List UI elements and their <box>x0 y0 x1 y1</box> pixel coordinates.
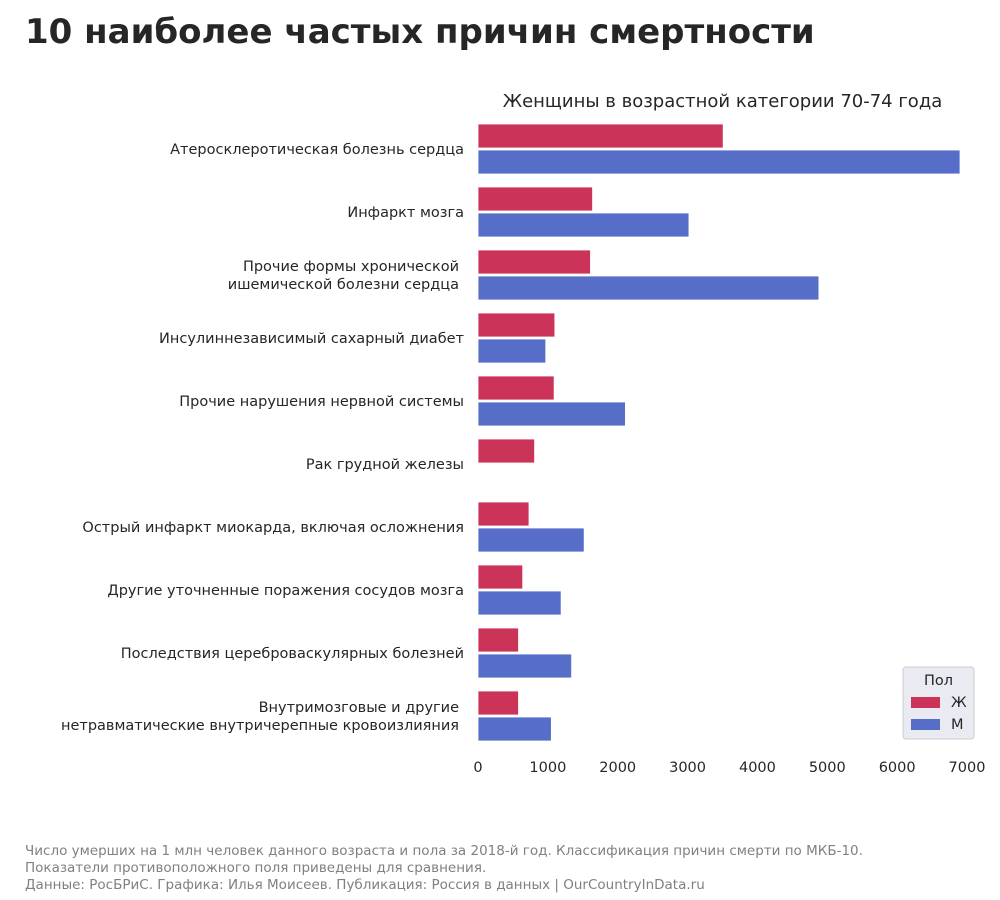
bar-male <box>477 527 585 553</box>
x-tick-label: 3000 <box>669 760 706 776</box>
x-tick-label: 5000 <box>809 760 846 776</box>
x-tick-label: 0 <box>473 760 482 776</box>
category-label-line: ишемической болезни сердца <box>228 277 459 293</box>
category-label-line: Внутримозговые и другие <box>259 700 460 716</box>
category-label: Рак грудной железы <box>306 457 464 473</box>
x-tick-label: 2000 <box>599 760 636 776</box>
bar-male <box>477 338 547 364</box>
bar-female <box>477 501 530 527</box>
category-label: Последствия цереброваскулярных болезней <box>121 646 464 662</box>
category-label-line: Инсулиннезависимый сахарный диабет <box>159 331 465 347</box>
bar-male <box>477 149 961 175</box>
chart-subtitle: Женщины в возрастной категории 70-74 год… <box>502 91 943 112</box>
x-tick-label: 6000 <box>879 760 916 776</box>
bar-male <box>477 275 820 301</box>
bar-female <box>477 186 593 212</box>
legend-swatch <box>911 697 940 708</box>
category-label-line: Атеросклеротическая болезнь сердца <box>170 142 464 158</box>
footer-line-1: Число умерших на 1 млн человек данного в… <box>25 843 863 859</box>
bar-female <box>477 627 519 653</box>
category-label: Другие уточненные поражения сосудов мозг… <box>107 583 464 599</box>
bar-female <box>477 123 724 149</box>
legend-entry-label: М <box>951 717 964 733</box>
category-label-line: Другие уточненные поражения сосудов мозг… <box>107 583 464 599</box>
bar-male <box>477 212 690 238</box>
category-label-line: Прочие нарушения нервной системы <box>179 394 464 410</box>
bar-male <box>477 653 573 679</box>
category-label: Прочие нарушения нервной системы <box>179 394 464 410</box>
category-label-line: Прочие формы хронической <box>243 259 459 275</box>
bar-male <box>477 401 626 427</box>
category-label: Острый инфаркт миокарда, включая осложне… <box>82 520 464 536</box>
category-label-line: Острый инфаркт миокарда, включая осложне… <box>82 520 464 536</box>
bar-female <box>477 249 591 275</box>
category-label: Внутримозговые и другие нетравматические … <box>61 700 459 734</box>
page-title: 10 наиболее частых причин смертности <box>25 12 815 52</box>
category-label-line: Инфаркт мозга <box>347 205 464 221</box>
bar-female <box>477 375 555 401</box>
x-tick-label: 1000 <box>529 760 566 776</box>
category-label: Инсулиннезависимый сахарный диабет <box>159 331 465 347</box>
x-tick-label: 7000 <box>949 760 986 776</box>
category-label: Инфаркт мозга <box>347 205 464 221</box>
category-label-line: Последствия цереброваскулярных болезней <box>121 646 464 662</box>
category-label-line: нетравматические внутричерепные кровоизл… <box>61 718 459 734</box>
category-label-line: Рак грудной железы <box>306 457 464 473</box>
footer-line-2: Показатели противоположного поля приведе… <box>25 860 487 876</box>
legend-swatch <box>911 719 940 730</box>
footer-line-3: Данные: РосБРиС. Графика: Илья Моисеев. … <box>25 877 705 893</box>
footer-notes: Число умерших на 1 млн человек данного в… <box>25 843 863 894</box>
category-label: Атеросклеротическая болезнь сердца <box>170 142 464 158</box>
bar-female <box>477 438 535 464</box>
bar-male <box>477 716 552 742</box>
bar-female <box>477 312 556 338</box>
x-tick-label: 4000 <box>739 760 776 776</box>
bar-male <box>477 590 562 616</box>
legend-title: Пол <box>924 673 953 689</box>
bar-female <box>477 690 519 716</box>
category-label: Прочие формы хронической ишемической боле… <box>228 259 459 293</box>
legend-entry-label: Ж <box>951 695 967 711</box>
bar-female <box>477 564 524 590</box>
